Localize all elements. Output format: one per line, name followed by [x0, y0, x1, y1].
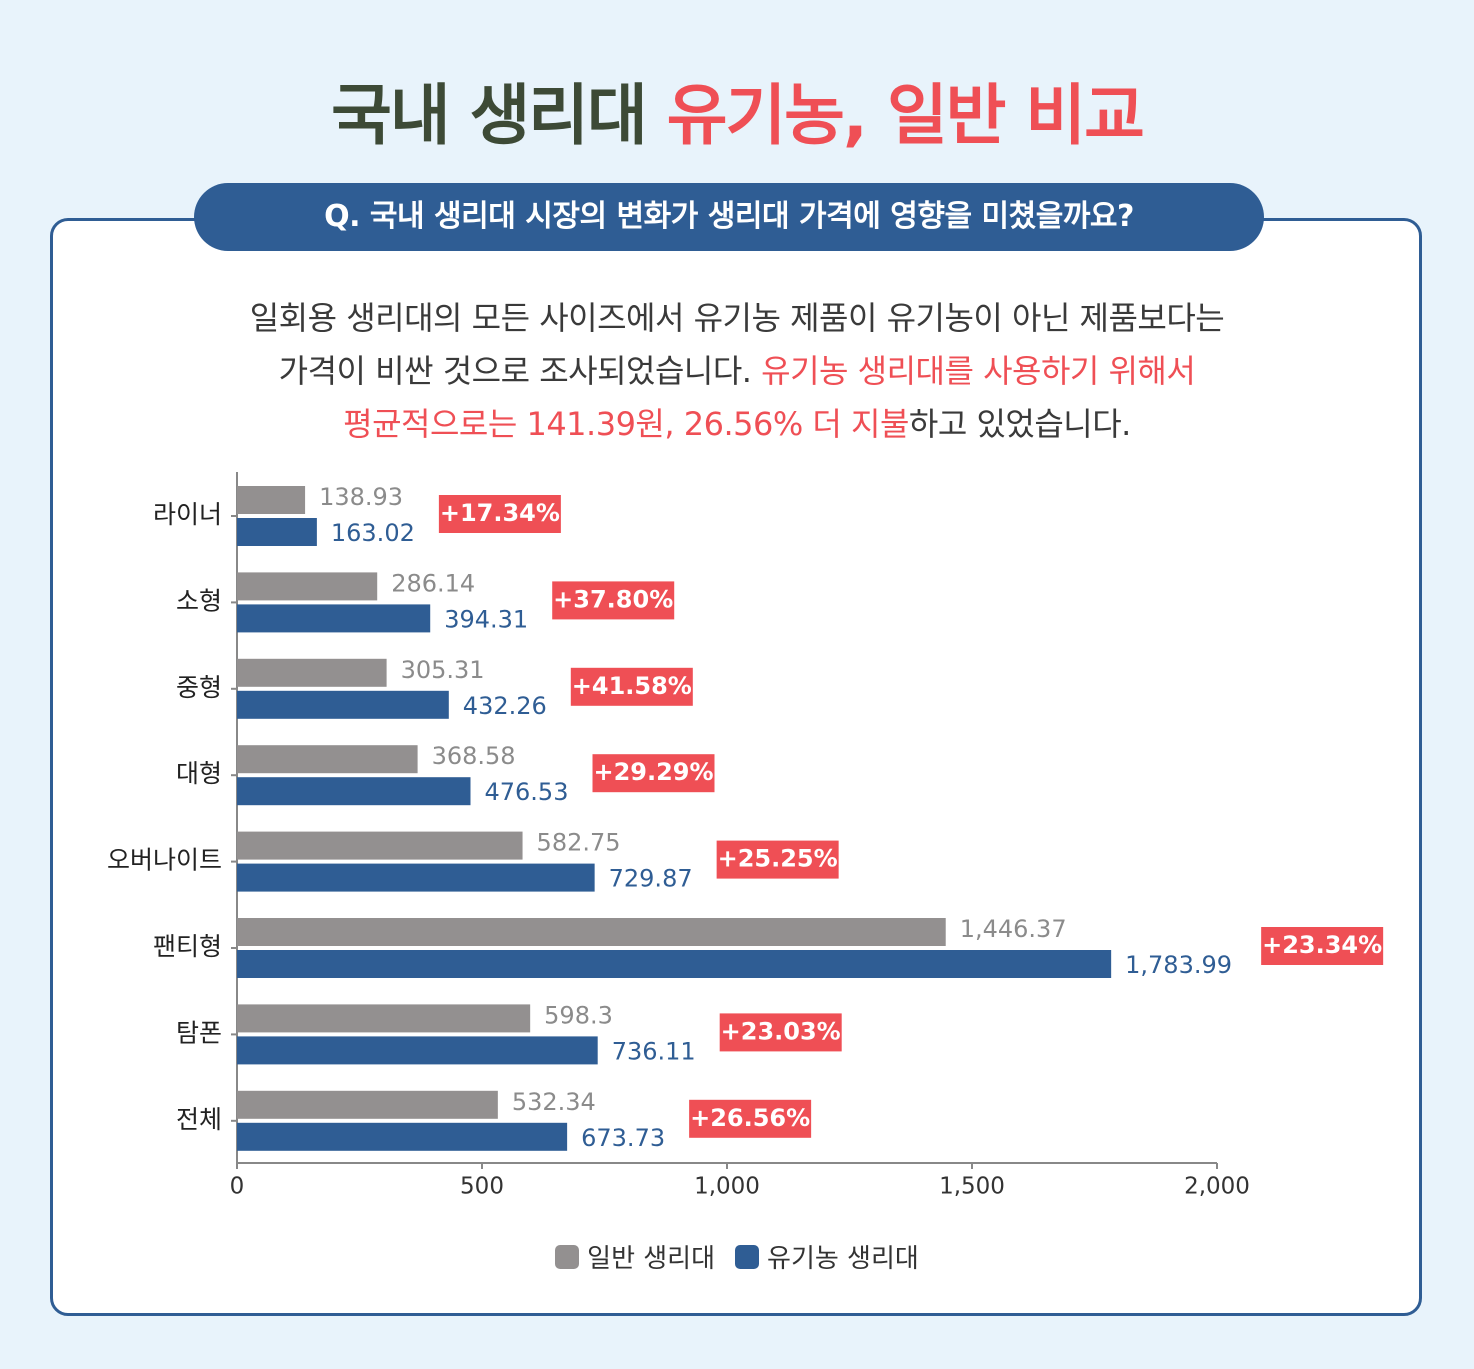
difference-badge-label: +26.56%: [690, 1104, 810, 1132]
value-label-organic: 673.73: [581, 1124, 665, 1152]
legend-swatch-regular: [555, 1244, 580, 1269]
x-tick-label: 1,000: [694, 1174, 760, 1200]
description-line-2: 가격이 비싼 것으로 조사되었습니다. 유기농 생리대를 사용하기 위해서: [140, 345, 1334, 398]
bar-organic: [237, 1122, 568, 1151]
value-label-regular: 138.93: [319, 483, 403, 511]
category-label: 소형: [176, 586, 222, 615]
chart-legend: 일반 생리대 유기농 생리대: [0, 1238, 1474, 1275]
category-label: 탐폰: [176, 1018, 222, 1047]
value-label-regular: 532.34: [512, 1088, 596, 1116]
legend-swatch-organic: [735, 1244, 760, 1269]
bar-organic: [237, 777, 471, 806]
x-tick-label: 0: [230, 1174, 245, 1200]
value-label-organic: 476.53: [484, 778, 568, 806]
category-label: 라이너: [153, 500, 222, 529]
bar-organic: [237, 950, 1112, 978]
legend-label-regular: 일반 생리대: [587, 1244, 716, 1274]
x-tick-label: 1,500: [939, 1174, 1005, 1200]
difference-badge-label: +41.58%: [572, 672, 692, 700]
value-label-organic: 394.31: [444, 605, 528, 633]
description-line-2-red: 유기농 생리대를 사용하기 위해서: [761, 352, 1196, 390]
bar-regular: [237, 745, 418, 774]
difference-badge: [570, 667, 693, 706]
difference-badge: [592, 754, 715, 793]
legend-item-organic: 유기농 생리대: [735, 1238, 919, 1275]
bar-regular: [237, 1090, 498, 1119]
description-line-1: 일회용 생리대의 모든 사이즈에서 유기농 제품이 유기농이 아닌 제품보다는: [249, 299, 1225, 337]
bar-regular: [237, 918, 946, 946]
description: 일회용 생리대의 모든 사이즈에서 유기농 제품이 유기농이 아닌 제품보다는 …: [140, 292, 1334, 451]
difference-badge-label: +23.34%: [1262, 931, 1382, 959]
x-tick-label: 2,000: [1184, 1174, 1250, 1200]
difference-badge-label: +25.25%: [718, 845, 838, 873]
difference-badge: [438, 495, 561, 533]
value-label-regular: 286.14: [391, 569, 475, 597]
value-label-regular: 582.75: [537, 829, 621, 857]
question-banner: Q. 국내 생리대 시장의 변화가 생리대 가격에 영향을 미쳤을까요?: [194, 183, 1264, 251]
value-label-regular: 368.58: [432, 742, 516, 770]
bar-regular: [237, 658, 387, 687]
description-line-3-plain: 하고 있었습니다.: [908, 405, 1131, 443]
value-label-organic: 163.02: [331, 519, 415, 547]
bar-regular: [237, 1004, 531, 1033]
bar-organic: [237, 1036, 598, 1065]
bar-regular: [237, 486, 306, 514]
difference-badge: [552, 581, 675, 620]
value-label-regular: 598.3: [544, 1001, 613, 1029]
title-main: 국내 생리대: [331, 77, 667, 154]
difference-badge-label: +23.03%: [721, 1017, 841, 1045]
category-label: 오버나이트: [107, 846, 222, 875]
bar-organic: [237, 518, 317, 546]
legend-item-regular: 일반 생리대: [555, 1238, 715, 1275]
value-label-regular: 305.31: [401, 656, 485, 684]
value-label-organic: 1,783.99: [1125, 951, 1232, 979]
bar-regular: [237, 572, 378, 601]
category-label: 중형: [176, 673, 222, 702]
value-label-organic: 729.87: [609, 865, 693, 893]
difference-badge: [719, 1013, 842, 1052]
difference-badge-label: +37.80%: [553, 585, 673, 613]
category-label: 대형: [176, 759, 222, 788]
difference-badge-label: +17.34%: [440, 499, 560, 527]
value-label-organic: 736.11: [612, 1037, 696, 1065]
value-label-organic: 432.26: [463, 692, 547, 720]
value-label-regular: 1,446.37: [960, 915, 1067, 943]
bar-organic: [237, 690, 449, 719]
description-line-2-plain: 가격이 비싼 것으로 조사되었습니다.: [278, 352, 762, 390]
difference-badge: [716, 840, 839, 879]
category-label: 전체: [176, 1105, 222, 1134]
category-label: 팬티형: [153, 932, 222, 961]
x-tick-label: 500: [460, 1174, 504, 1200]
bar-organic: [237, 863, 595, 892]
title-accent: 유기농, 일반 비교: [666, 77, 1145, 154]
difference-badge-label: +29.29%: [593, 758, 713, 786]
description-line-3: 평균적으로는 141.39원, 26.56% 더 지불하고 있었습니다.: [140, 398, 1334, 451]
bar-regular: [237, 831, 523, 860]
page-title: 국내 생리대 유기농, 일반 비교: [0, 62, 1474, 158]
legend-label-organic: 유기농 생리대: [767, 1244, 919, 1274]
difference-badge: [1261, 927, 1384, 965]
difference-badge: [689, 1099, 812, 1138]
description-line-3-red: 평균적으로는 141.39원, 26.56% 더 지불: [343, 405, 909, 443]
bar-organic: [237, 604, 431, 633]
